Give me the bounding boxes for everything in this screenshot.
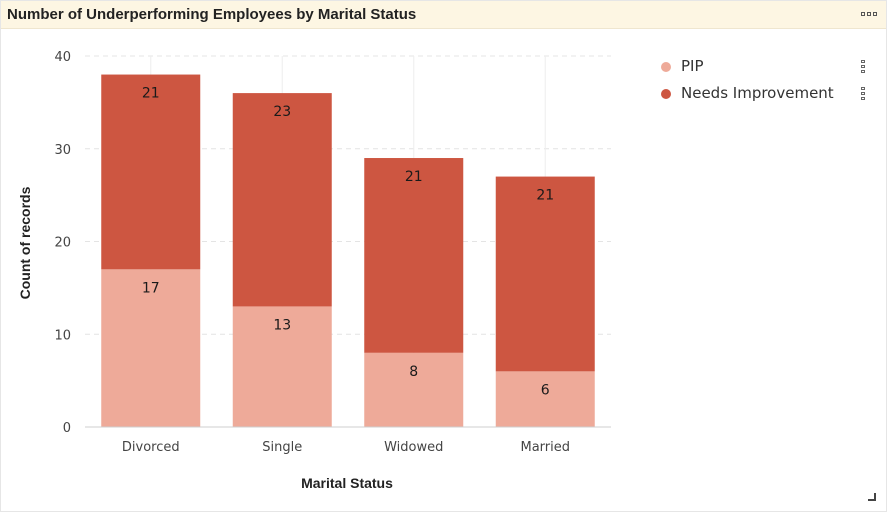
stacked-bar-chart: 17 21 13 23 8 21 6 21 0 10 20 30 40 Divorced Single Wi… [17,50,611,491]
bar-pip-divorced[interactable] [101,269,201,427]
menu-dot [861,12,865,16]
legend-swatch [661,62,671,72]
legend-label: PIP [681,57,704,75]
x-tick-label: Divorced [122,440,180,455]
data-label: 8 [409,364,418,380]
legend-label: Needs Improvement [681,84,834,102]
legend-swatch [661,89,671,99]
y-tick-label: 30 [54,143,71,158]
x-axis-title: Marital Status [301,475,393,491]
data-label: 21 [142,86,160,102]
bar-needs-improvement-married[interactable] [495,176,595,372]
menu-dot [873,12,877,16]
data-labels-layer: 17 21 13 23 8 21 6 21 [142,86,554,399]
y-tick-label: 10 [54,328,71,343]
bar-pip-widowed[interactable] [364,352,464,427]
bar-needs-improvement-single[interactable] [232,93,332,307]
y-tick-label: 40 [54,50,71,65]
bar-needs-improvement-divorced[interactable] [101,74,201,270]
legend: PIP Needs Improvement [661,57,871,111]
bars-layer [101,74,595,427]
data-label: 21 [536,188,554,204]
y-tick-label: 20 [54,236,71,251]
legend-item-needs-improvement[interactable]: Needs Improvement [661,84,871,111]
data-label: 17 [142,280,160,296]
drag-dot [861,60,865,63]
x-tick-label: Widowed [384,440,443,455]
y-axis-title: Count of records [17,186,33,299]
drag-dot [861,92,865,95]
x-tick-label: Married [520,440,570,455]
data-label: 23 [273,104,291,120]
drag-handle-icon[interactable] [861,87,865,100]
data-label: 13 [273,317,291,333]
x-tick-label: Single [262,440,302,455]
legend-item-pip[interactable]: PIP [661,57,871,84]
drag-dot [861,70,865,73]
y-tick-label: 0 [63,421,71,436]
chart-title: Number of Underperforming Employees by M… [7,6,417,23]
data-label: 21 [405,169,423,185]
bar-needs-improvement-widowed[interactable] [364,158,464,353]
menu-dot [867,12,871,16]
drag-handle-icon[interactable] [861,60,865,73]
panel-header: Number of Underperforming Employees by M… [1,1,886,29]
drag-dot [861,87,865,90]
data-label: 6 [541,382,550,398]
bar-pip-single[interactable] [232,306,332,427]
axis-layer: 0 10 20 30 40 Divorced Single Widowed Married [54,50,611,455]
resize-corner-icon[interactable] [868,493,876,501]
more-options-icon[interactable] [858,6,880,22]
drag-dot [861,65,865,68]
drag-dot [861,97,865,100]
bar-pip-married[interactable] [495,371,595,427]
